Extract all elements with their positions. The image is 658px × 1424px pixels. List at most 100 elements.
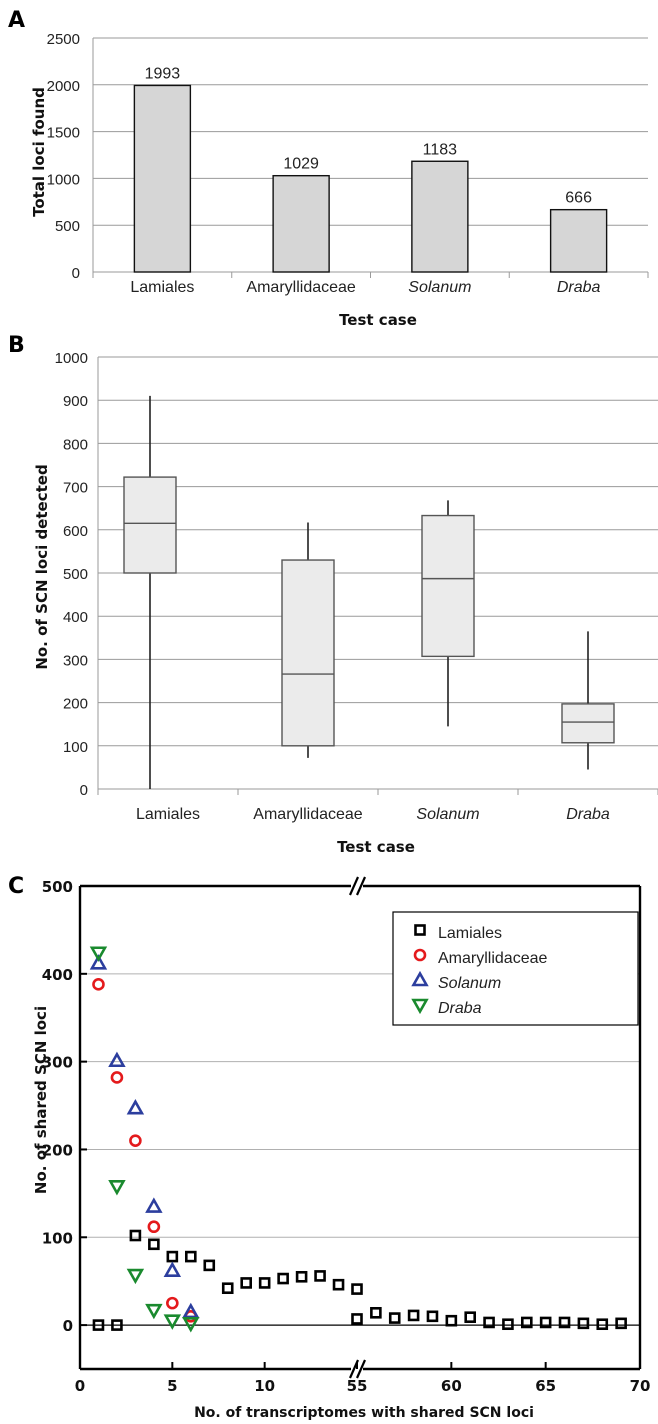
bar: [549, 208, 608, 273]
x-tick-label: 10: [254, 1377, 275, 1395]
x-tick-label: Amaryllidaceae: [246, 279, 355, 296]
data-point: [92, 1319, 105, 1331]
y-tick-label: 900: [63, 393, 88, 410]
panel-a-bars: [133, 84, 608, 273]
data-point: [407, 1309, 420, 1322]
data-point: [89, 946, 108, 962]
data-point: [520, 1316, 533, 1329]
x-tick-label: Draba: [566, 806, 610, 823]
data-point: [615, 1317, 627, 1330]
data-point: [464, 1311, 477, 1323]
box: [421, 514, 475, 658]
bar: [133, 84, 192, 273]
legend-label: Draba: [438, 1000, 482, 1017]
x-tick-label: 65: [535, 1377, 556, 1395]
legend-marker: [413, 948, 427, 962]
x-tick-label: Lamiales: [130, 279, 194, 296]
y-tick-label: 1000: [55, 350, 88, 367]
y-tick-label: 200: [63, 696, 88, 713]
y-tick-label: 1500: [47, 125, 80, 142]
data-point: [111, 1319, 123, 1331]
panel-label-a: A: [8, 8, 25, 33]
data-point: [221, 1282, 234, 1295]
data-point: [89, 954, 108, 970]
panel-a-bar-chart: A 0 500 1000 1500 2000 2500 1993 1029 1183 666 L…: [8, 8, 649, 329]
x-tick-label: Lamiales: [136, 806, 200, 823]
y-tick-label: 0: [72, 265, 80, 282]
data-point: [126, 1268, 145, 1285]
y-tick-label: 100: [63, 739, 88, 756]
data-point: [351, 1313, 363, 1325]
y-tick-label: 0: [63, 1317, 73, 1335]
x-tick-label: 5: [167, 1377, 177, 1395]
x-tick-label: 55: [347, 1377, 368, 1395]
panel-b-x-axis-label: Test case: [337, 838, 415, 856]
data-point: [596, 1318, 609, 1331]
data-label: 1183: [423, 141, 458, 158]
data-point: [166, 1296, 179, 1310]
panel-c-x-axis-label: No. of transcriptomes with shared SCN lo…: [194, 1405, 534, 1421]
data-point: [145, 1303, 163, 1320]
data-label: 1993: [145, 65, 181, 82]
panel-b-y-axis-label: No. of SCN loci detected: [33, 464, 51, 669]
panel-b-y-ticks: 0 100 200 300 400 500 600 700 800 900 1000: [55, 350, 88, 799]
legend-label: Amaryllidaceae: [438, 950, 547, 967]
panel-label-c: C: [8, 874, 24, 899]
data-point: [332, 1278, 345, 1291]
x-tick-label: 70: [630, 1377, 651, 1395]
panel-b-boxes: [123, 395, 615, 789]
panel-b-gridlines: [97, 356, 658, 795]
y-tick-label: 400: [42, 966, 73, 984]
data-point: [277, 1272, 289, 1285]
data-point: [182, 1317, 200, 1333]
x-tick-label: 60: [441, 1377, 462, 1395]
data-point: [126, 1099, 145, 1115]
y-tick-label: 500: [42, 878, 73, 896]
x-tick-label: Draba: [557, 279, 601, 296]
axis-break-mark: [348, 876, 360, 896]
y-tick-label: 200: [42, 1141, 73, 1159]
data-point: [426, 1310, 439, 1323]
y-tick-label: 800: [63, 436, 88, 453]
y-tick-label: 100: [42, 1229, 73, 1247]
data-label: 666: [565, 190, 592, 207]
box: [123, 476, 177, 574]
data-point: [539, 1316, 552, 1329]
data-point: [147, 1220, 161, 1234]
data-point: [129, 1229, 142, 1242]
data-point: [129, 1134, 142, 1147]
y-tick-label: 300: [42, 1054, 73, 1072]
x-tick-label: Solanum: [408, 279, 471, 296]
axis-break-mark: [355, 876, 367, 896]
legend-label: Lamiales: [438, 925, 502, 942]
data-point: [502, 1318, 514, 1331]
panel-c-points: [89, 946, 627, 1333]
panel-a-x-axis-label: Test case: [339, 311, 417, 329]
box: [281, 559, 335, 747]
y-tick-label: 2500: [47, 31, 80, 48]
data-point: [163, 1314, 182, 1330]
data-point: [203, 1259, 216, 1272]
panel-c-legend: Lamiales Amaryllidaceae Solanum Draba: [392, 911, 639, 1026]
data-point: [145, 1197, 163, 1213]
data-point: [258, 1277, 271, 1289]
y-tick-label: 500: [55, 218, 80, 235]
data-point: [240, 1277, 252, 1289]
x-tick-label: Amaryllidaceae: [253, 806, 362, 823]
y-tick-label: 300: [63, 652, 88, 669]
panel-b-box-plot: B 0 100 200 300 400 500 600 700 800 900 1000 Lamia…: [8, 333, 658, 856]
panel-b-x-ticks: Lamiales Amaryllidaceae Solanum Draba: [136, 806, 610, 823]
data-point: [185, 1250, 197, 1263]
legend-box: [392, 911, 639, 1026]
data-point: [110, 1071, 124, 1084]
legend-marker: [414, 924, 426, 936]
data-point: [295, 1270, 308, 1283]
y-tick-label: 400: [63, 609, 88, 626]
legend-marker: [411, 998, 429, 1015]
legend-label: Solanum: [438, 975, 501, 992]
panel-c-scatter-plot: C 0 100 200 300 400 500 0 5 10 55 60 65 70 Lamiales…: [8, 874, 650, 1421]
panel-a-x-ticks: Lamiales Amaryllidaceae Solanum Draba: [130, 279, 600, 296]
data-point: [182, 1302, 200, 1319]
panel-c-x-ticks: 0 5 10 55 60 65 70: [75, 1362, 651, 1395]
